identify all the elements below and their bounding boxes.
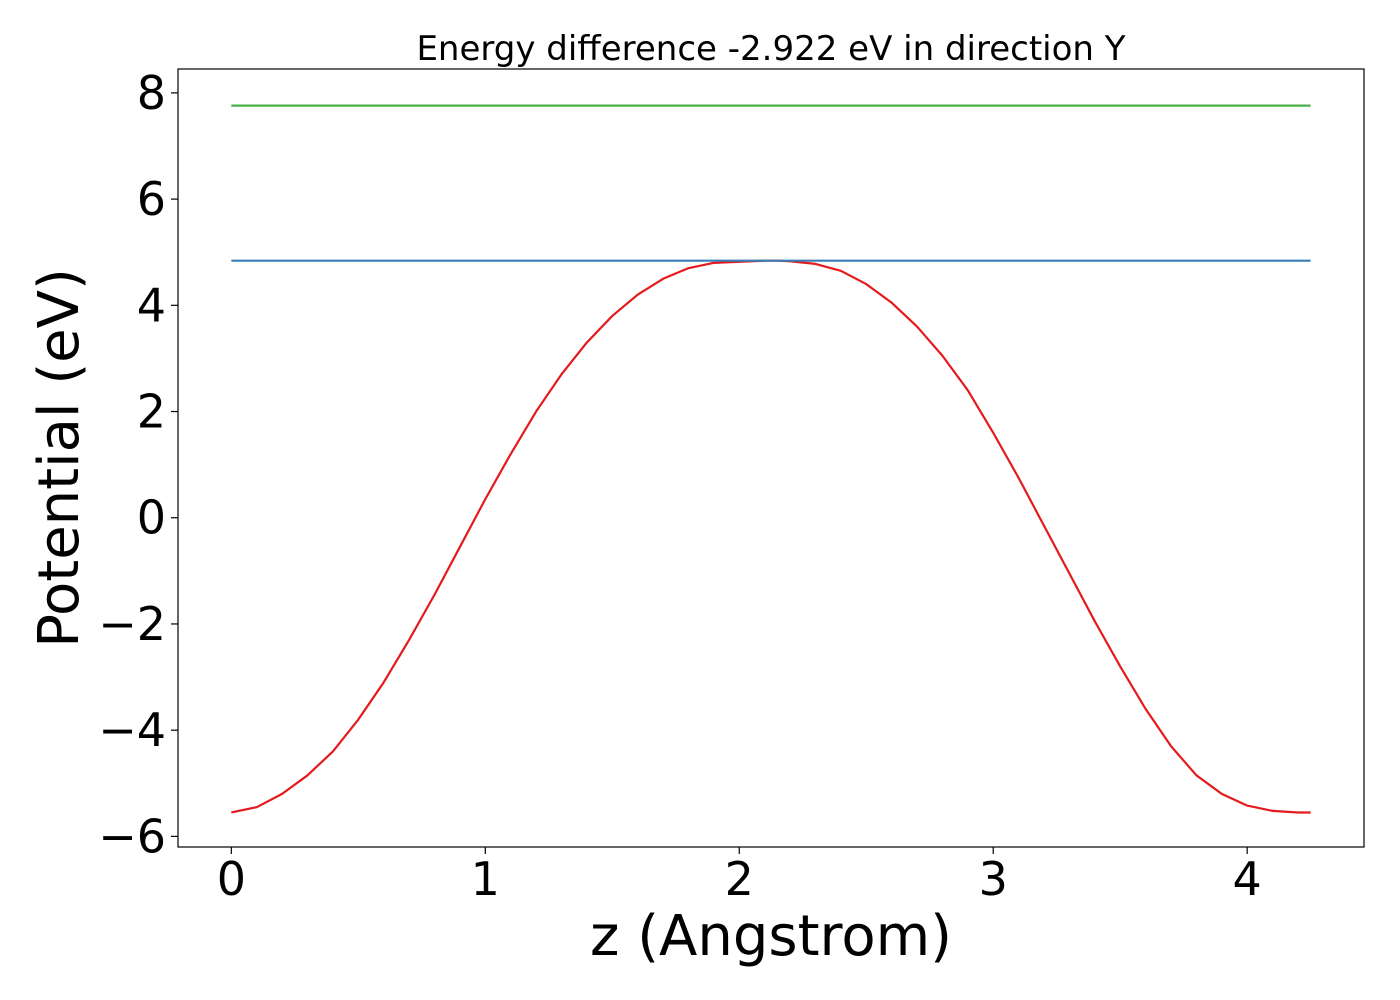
y-axis-label: Potential (eV) — [27, 268, 92, 648]
y-tick-label: 2 — [137, 385, 166, 439]
x-tick-label: 2 — [725, 852, 754, 906]
x-axis-label: z (Angstrom) — [590, 904, 952, 969]
y-tick-label: −2 — [98, 597, 166, 651]
y-tick-label: 8 — [137, 66, 166, 120]
y-tick-label: 4 — [137, 278, 166, 332]
x-axis-ticks: 0 1 2 3 4 — [217, 847, 1262, 906]
chart-title: Energy difference -2.922 eV in direction… — [416, 29, 1125, 69]
plot-frame — [177, 68, 1365, 848]
x-tick-label: 0 — [217, 852, 246, 906]
x-tick-label: 4 — [1233, 852, 1262, 906]
y-tick-label: 0 — [137, 491, 166, 545]
x-tick-label: 1 — [471, 852, 500, 906]
y-tick-label: −4 — [98, 703, 166, 757]
plot-area — [231, 104, 1311, 814]
series-line-1 — [231, 259, 1311, 814]
x-tick-label: 3 — [979, 852, 1008, 906]
series-layer — [231, 104, 1311, 814]
y-axis-ticks: −6 −4 −2 0 2 4 6 8 — [98, 66, 178, 863]
y-tick-label: 6 — [137, 172, 166, 226]
y-tick-label: −6 — [98, 809, 166, 863]
